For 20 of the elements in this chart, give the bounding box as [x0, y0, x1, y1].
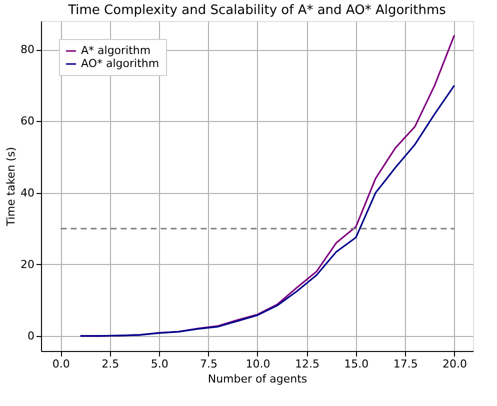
y-tick-label: 0 — [28, 329, 34, 342]
x-tick-label: 7.5 — [200, 358, 218, 370]
legend-label: AO* algorithm — [81, 57, 160, 70]
y-tick-label: 20 — [20, 258, 34, 271]
x-tick-label: 0.0 — [52, 358, 70, 370]
x-tick-label: 20.0 — [442, 358, 468, 370]
chart-title: Time Complexity and Scalability of A* and AO* Algorithms — [67, 3, 446, 18]
x-tick-label: 17.5 — [393, 358, 418, 370]
x-tick-label: 10.0 — [246, 358, 270, 370]
y-tick-label: 80 — [20, 43, 34, 56]
y-tick-label: 60 — [20, 114, 34, 128]
line-series — [80, 84, 456, 337]
legend-label: A* algorithm — [81, 44, 151, 57]
x-tick-label: 5.0 — [150, 358, 168, 370]
x-tick-label: 2.5 — [102, 358, 120, 370]
y-tick-label: 40 — [20, 186, 34, 200]
x-axis-title: Number of agents — [208, 372, 308, 386]
x-tick-label: 15.0 — [344, 358, 369, 370]
y-axis-title: Time taken (s) — [4, 147, 18, 227]
x-tick-label: 12.5 — [294, 358, 320, 370]
